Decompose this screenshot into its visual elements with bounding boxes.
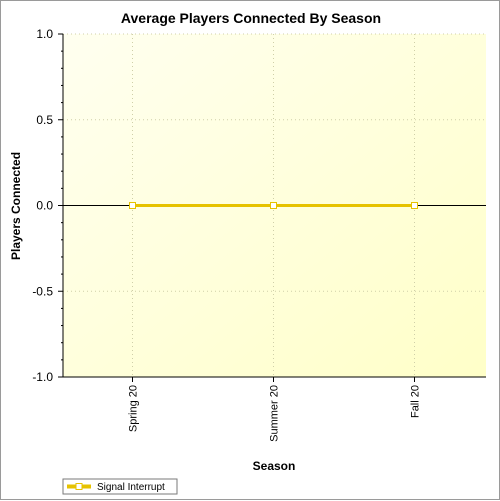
y-tick-label: 0.0 xyxy=(36,199,53,213)
y-tick-label: -1.0 xyxy=(32,370,53,384)
legend-label: Signal Interrupt xyxy=(97,482,165,493)
x-axis-label: Season xyxy=(253,459,296,473)
x-tick-label: Summer 20 xyxy=(269,385,281,442)
y-tick-label: 0.5 xyxy=(36,113,53,127)
chart-title: Average Players Connected By Season xyxy=(121,10,381,26)
data-point xyxy=(129,202,136,209)
x-tick-label: Spring 20 xyxy=(128,385,140,432)
x-tick-label: Fall 20 xyxy=(410,385,422,418)
series-layer xyxy=(129,202,418,209)
legend-box xyxy=(62,478,178,495)
legend-marker-swatch xyxy=(75,483,83,490)
tick-labels: 1.0 0.5 0.0 -0.5 -1.0 Spring 20 Summer 20 Fall … xyxy=(32,27,421,442)
y-tick-label: 1.0 xyxy=(36,27,53,41)
y-tick-label: -0.5 xyxy=(32,284,53,298)
data-point xyxy=(411,202,418,209)
data-point xyxy=(270,202,277,209)
y-axis-label: Players Connected xyxy=(9,152,23,260)
legend: Signal Interrupt xyxy=(62,478,178,495)
